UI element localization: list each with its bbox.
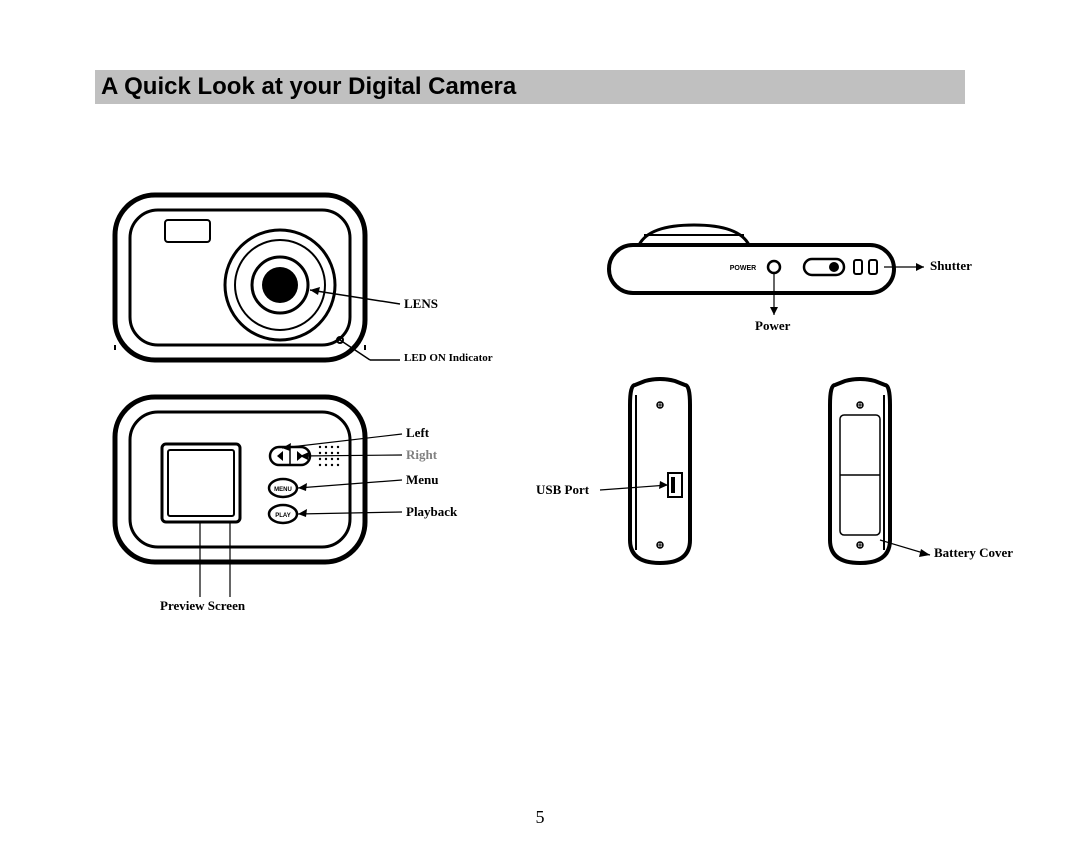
label-battery: Battery Cover (934, 545, 1013, 561)
label-shutter: Shutter (930, 258, 972, 274)
front-leaders (110, 190, 450, 390)
label-lens: LENS (404, 296, 438, 312)
page-title: A Quick Look at your Digital Camera (101, 73, 516, 101)
label-preview: Preview Screen (160, 598, 245, 614)
title-part-a: A Quick Look at (101, 73, 289, 100)
label-playback: Playback (406, 504, 457, 520)
usb-leader (540, 375, 690, 570)
label-led: LED ON Indicator (404, 352, 493, 364)
label-menu: Menu (406, 472, 439, 488)
label-left: Left (406, 425, 429, 441)
back-leaders (110, 392, 450, 622)
label-right: Right (406, 447, 437, 463)
label-usb: USB Port (536, 482, 589, 498)
page-number: 5 (536, 807, 545, 828)
title-part-your: your (289, 73, 341, 100)
title-part-b: Digital Camera (342, 73, 517, 100)
label-power: Power (755, 318, 790, 334)
page-title-bar: A Quick Look at your Digital Camera (95, 70, 965, 104)
battery-leader (820, 375, 1020, 595)
